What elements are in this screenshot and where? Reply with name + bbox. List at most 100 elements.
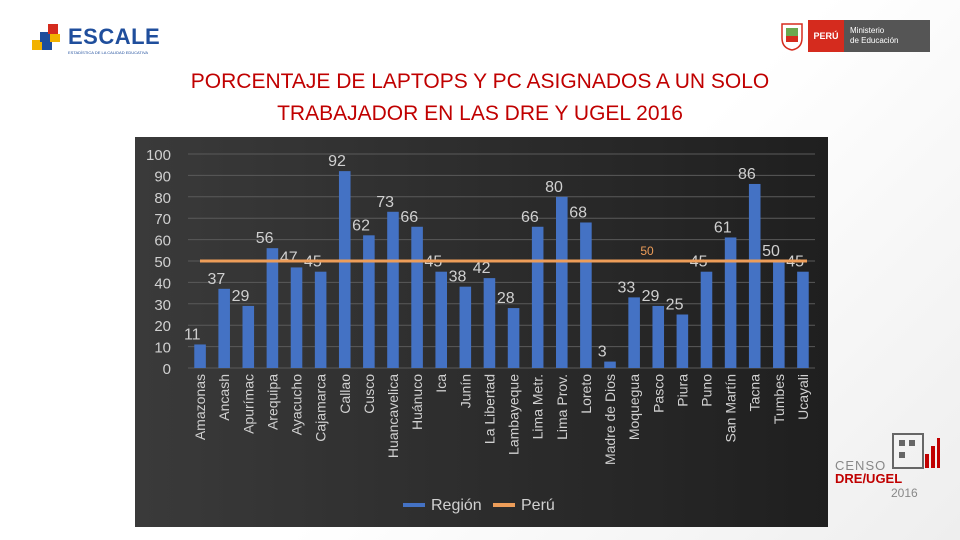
data-label: 50 xyxy=(762,243,780,260)
bar xyxy=(724,237,737,368)
x-tick-label: Tumbes xyxy=(771,374,787,424)
x-tick-label: Pasco xyxy=(650,374,666,413)
ministry-line2: de Educación xyxy=(850,36,899,45)
data-label: 80 xyxy=(545,179,563,196)
bar-chart: 100908070605040302010011Amazonas37Ancash… xyxy=(146,147,815,514)
bar xyxy=(580,222,592,368)
data-label: 25 xyxy=(666,297,684,314)
bar xyxy=(459,286,472,368)
data-label: 11 xyxy=(184,326,201,343)
y-tick-label: 0 xyxy=(163,361,171,378)
bar xyxy=(676,314,689,368)
data-label: 38 xyxy=(449,269,467,286)
legend-swatch-peru xyxy=(493,503,515,507)
data-label: 42 xyxy=(473,260,491,277)
peru-shield-icon xyxy=(781,23,803,51)
bar xyxy=(556,196,568,368)
data-label: 61 xyxy=(714,219,732,236)
legend-swatch-region xyxy=(403,503,425,507)
x-tick-label: Arequipa xyxy=(264,374,280,430)
bar xyxy=(773,261,785,368)
x-tick-label: San Martín xyxy=(723,374,739,442)
minedu-logo: PERÚ Ministerio de Educación xyxy=(778,20,930,52)
bar xyxy=(507,308,520,368)
x-tick-label: Lima Metr. xyxy=(530,374,546,439)
ministry-line1: Ministerio xyxy=(850,26,885,35)
x-tick-label: Moquegua xyxy=(626,374,642,440)
bar xyxy=(700,271,713,368)
censo-building-icon xyxy=(892,433,940,469)
data-label: 28 xyxy=(497,290,515,307)
x-tick-label: Callao xyxy=(337,374,353,414)
data-label: 33 xyxy=(617,279,635,296)
data-label: 68 xyxy=(569,204,587,221)
bar xyxy=(604,361,616,368)
x-tick-label: Ucayali xyxy=(795,374,811,420)
x-tick-label: Apurímac xyxy=(240,374,256,434)
chart-title-line2: TRABAJADOR EN LAS DRE Y UGEL 2016 xyxy=(277,102,683,125)
y-tick-label: 80 xyxy=(154,190,171,207)
data-label: 47 xyxy=(280,249,298,266)
data-label: 92 xyxy=(328,153,346,170)
chart-title: PORCENTAJE DE LAPTOPS Y PC ASIGNADOS A U… xyxy=(120,66,840,130)
bar xyxy=(435,271,447,368)
x-tick-label: Huancavelica xyxy=(385,374,401,458)
x-tick-label: Amazonas xyxy=(192,374,208,440)
bar xyxy=(314,271,327,368)
bar xyxy=(797,271,809,368)
bar xyxy=(628,297,640,368)
y-tick-label: 40 xyxy=(154,275,171,292)
x-tick-label: Madre de Dios xyxy=(602,374,618,465)
escale-logo-text: ESCALE xyxy=(68,24,161,49)
escale-logo-subtext: ESTADÍSTICA DE LA CALIDAD EDUCATIVA xyxy=(68,50,149,55)
bar xyxy=(194,344,206,368)
y-tick-label: 60 xyxy=(154,233,171,250)
x-tick-label: Piura xyxy=(674,374,690,407)
bar xyxy=(652,305,665,368)
bar xyxy=(748,183,761,368)
data-label: 37 xyxy=(207,271,225,288)
y-tick-label: 70 xyxy=(154,211,171,228)
y-tick-label: 100 xyxy=(146,147,171,164)
ministry-label: Ministerio de Educación xyxy=(844,20,930,52)
data-label: 29 xyxy=(232,288,250,305)
legend-label-peru: Perú xyxy=(521,497,555,514)
x-tick-label: Ayacucho xyxy=(289,374,305,435)
bar xyxy=(242,305,255,368)
escale-logo-icon xyxy=(32,24,60,50)
x-tick-label: Lambayeque xyxy=(506,374,522,455)
x-tick-label: Lima Prov. xyxy=(554,374,570,440)
x-tick-label: Huánuco xyxy=(409,374,425,430)
bar xyxy=(411,226,423,368)
data-label: 62 xyxy=(352,217,370,234)
data-label: 29 xyxy=(642,288,660,305)
censo-logo-line2: DRE/UGEL xyxy=(835,471,903,486)
data-label: 3 xyxy=(598,344,607,361)
y-tick-label: 20 xyxy=(154,318,171,335)
censo-logo: CENSO DRE/UGEL 2016 xyxy=(833,428,943,508)
reference-line-label: 50 xyxy=(640,244,654,258)
bar xyxy=(531,226,544,368)
x-tick-label: La Libertad xyxy=(481,374,497,444)
x-tick-label: Ica xyxy=(433,374,449,393)
x-tick-label: Tacna xyxy=(747,374,763,412)
data-label: 86 xyxy=(738,166,756,183)
legend-label-region: Región xyxy=(431,497,482,514)
bar xyxy=(290,267,303,368)
censo-logo-line1: CENSO xyxy=(835,458,887,473)
peru-label: PERÚ xyxy=(808,20,844,52)
bar xyxy=(483,278,496,368)
y-tick-label: 10 xyxy=(154,340,171,357)
y-tick-label: 30 xyxy=(154,297,171,314)
data-label: 56 xyxy=(256,230,274,247)
y-tick-label: 90 xyxy=(154,168,171,185)
x-tick-label: Cajamarca xyxy=(313,374,329,442)
data-label: 66 xyxy=(521,209,539,226)
chart-area: 100 90 80 70 60 50 40 30 20 10 0 11 Amazonas 37 Ancash… xyxy=(135,137,828,527)
x-tick-label: Cusco xyxy=(361,374,377,414)
x-tick-label: Loreto xyxy=(578,374,594,414)
chart-title-line1: PORCENTAJE DE LAPTOPS Y PC ASIGNADOS A U… xyxy=(190,70,770,93)
x-tick-label: Ancash xyxy=(216,374,232,421)
escale-logo: ESCALE ESTADÍSTICA DE LA CALIDAD EDUCATI… xyxy=(30,22,160,62)
censo-logo-line3: 2016 xyxy=(891,486,918,500)
